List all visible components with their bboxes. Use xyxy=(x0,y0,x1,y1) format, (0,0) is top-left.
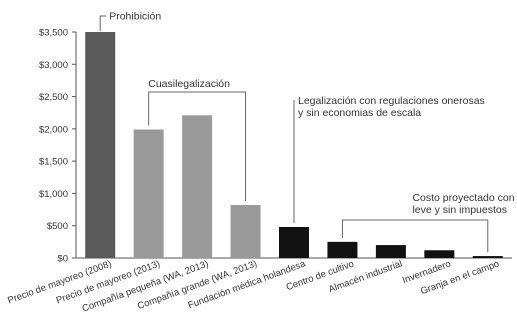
y-tick-label: $3,500 xyxy=(39,28,68,39)
y-tick-label: $500 xyxy=(47,221,68,232)
annotation-label: Costo proyectado con regulación xyxy=(412,192,517,204)
bar xyxy=(133,129,164,258)
bar xyxy=(472,256,503,258)
bar xyxy=(279,227,309,258)
bars-group xyxy=(85,32,503,258)
annotation-label: Legalización con regulaciones onerosas xyxy=(298,95,485,107)
bar xyxy=(375,245,406,258)
annotations-group: Prohibición Cuasilegalización Legalización… xyxy=(99,11,517,253)
annotation-label: leve y sin impuestos xyxy=(412,204,507,216)
bar xyxy=(85,32,116,258)
annotation-bracket xyxy=(99,15,107,31)
bar xyxy=(230,205,261,258)
bar xyxy=(182,115,213,258)
y-tick-label: $3,000 xyxy=(39,60,68,71)
annotation-label: Prohibición xyxy=(109,11,161,23)
y-tick-label: $2,500 xyxy=(39,92,68,103)
annotation-label: Cuasilegalización xyxy=(148,78,230,90)
y-tick-label: $1,000 xyxy=(39,189,68,200)
annotation-label: y sin economias de escala xyxy=(298,107,421,119)
y-tick-label: $0 xyxy=(57,254,68,265)
x-axis-labels: Precio de mayoreo (2008)Precio de mayore… xyxy=(6,258,501,314)
annotation-bracket xyxy=(341,219,489,253)
annotation-bracket xyxy=(148,91,247,202)
y-tick-label: $2,000 xyxy=(39,124,68,135)
bar xyxy=(327,241,358,258)
bar xyxy=(424,250,455,258)
y-tick-label: $1,500 xyxy=(39,157,68,168)
